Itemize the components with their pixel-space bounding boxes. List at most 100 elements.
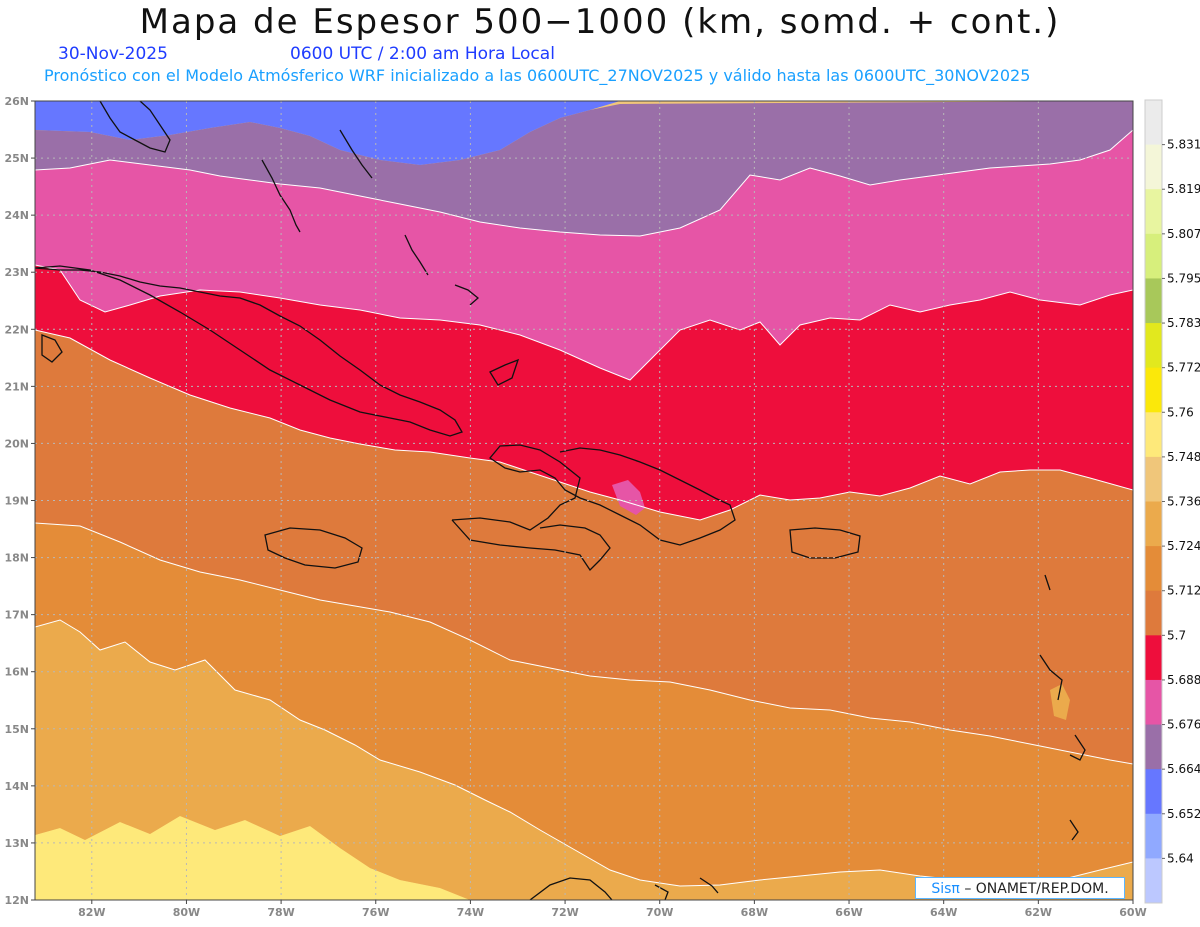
- lon-label: 66W: [835, 906, 862, 919]
- onamet-watermark: Sisπ – ONAMET/REP.DOM.: [915, 877, 1125, 899]
- puerto-rico-coast: [789, 527, 861, 559]
- lat-label: 24N: [4, 209, 29, 222]
- colorbar-swatch: [1145, 144, 1162, 190]
- lon-label: 80W: [173, 906, 200, 919]
- band-5664: [35, 101, 620, 165]
- contour-lines: [35, 129, 1133, 889]
- colorbar-label: 5.783: [1167, 316, 1200, 330]
- colorbar-swatch: [1145, 367, 1162, 413]
- band-5676: [35, 101, 1133, 236]
- contour-fill-layer: [35, 101, 1133, 900]
- colorbar-swatch: [1145, 546, 1162, 592]
- colorbar-label: 5.724: [1167, 539, 1200, 553]
- colorbar-swatch: [1145, 278, 1162, 324]
- colorbar-swatch: [1145, 635, 1162, 681]
- forecast-info: Pronóstico con el Modelo Atmósferico WRF…: [44, 66, 1031, 85]
- lon-label: 68W: [741, 906, 768, 919]
- colorbar-label: 5.7: [1167, 628, 1186, 642]
- cuba-coast: [35, 265, 463, 437]
- lat-label: 20N: [4, 437, 29, 450]
- bahamas-3: [404, 234, 429, 276]
- colorbar-label: 5.807: [1167, 227, 1200, 241]
- colorbar-label: 5.664: [1167, 762, 1200, 776]
- colorbar-swatch: [1145, 813, 1162, 859]
- bahamas-2: [339, 129, 373, 179]
- colorbar-label: 5.748: [1167, 450, 1200, 464]
- hispaniola-coast: [451, 444, 736, 546]
- lat-labels-group: 26N 25N 24N 23N 22N 21N 20N 19N 18N 17N 16N 15N 14N 1…: [4, 95, 29, 907]
- lat-label: 19N: [4, 495, 29, 508]
- lesser-antilles-2: [1039, 654, 1063, 701]
- gridlines: [35, 100, 1134, 901]
- lat-label: 21N: [4, 380, 29, 393]
- colorbar-label: 5.688: [1167, 673, 1200, 687]
- colorbar-swatch: [1145, 679, 1162, 726]
- colorbar-label: 5.819: [1167, 182, 1200, 196]
- lon-labels-group: 82W 80W 78W 76W 74W 72W 70W 68W 66W 64W 62W 60W: [78, 906, 1147, 919]
- coastlines: [35, 101, 1086, 900]
- frame: [31, 100, 1134, 904]
- lon-label: 76W: [362, 906, 389, 919]
- bahamas-1: [261, 159, 301, 233]
- lat-label: 18N: [4, 552, 29, 565]
- lon-label: 62W: [1025, 906, 1052, 919]
- lesser-antilles-1: [1044, 574, 1051, 591]
- colorbar-label: 5.736: [1167, 495, 1200, 509]
- band-5700: [35, 265, 1133, 520]
- colorbar-label: 5.831: [1167, 138, 1200, 152]
- isla-juventud: [41, 334, 63, 363]
- florida-coast: [99, 101, 171, 153]
- colorbar-label: 5.772: [1167, 361, 1200, 375]
- lon-label: 78W: [267, 906, 294, 919]
- colorbar-swatch: [1145, 769, 1162, 815]
- lon-label: 74W: [457, 906, 484, 919]
- colorbar-label: 5.795: [1167, 271, 1200, 285]
- lon-label: 82W: [78, 906, 105, 919]
- valid-date: 30-Nov-2025: [58, 44, 168, 64]
- lesser-antilles-3: [1069, 734, 1086, 761]
- colorbar-swatch: [1145, 412, 1162, 458]
- lon-label: 60W: [1119, 906, 1146, 919]
- valid-time: 0600 UTC / 2:00 am Hora Local: [290, 44, 555, 64]
- band-5712: [35, 330, 1133, 764]
- lon-label: 72W: [551, 906, 578, 919]
- lat-label: 26N: [4, 95, 29, 108]
- colorbar-label: 5.652: [1167, 807, 1200, 821]
- lesser-antilles-4: [1069, 819, 1079, 841]
- colorbar-label: 5.76: [1167, 405, 1194, 419]
- colorbar-swatch: [1145, 456, 1162, 502]
- colorbar-label: 5.64: [1167, 851, 1194, 865]
- venezuela-coast: [529, 877, 613, 900]
- lat-label: 12N: [4, 894, 29, 907]
- lat-label: 17N: [4, 609, 29, 622]
- colorbar-swatch: [1145, 100, 1162, 146]
- lat-label: 22N: [4, 323, 29, 336]
- colorbar-swatch: [1145, 590, 1162, 636]
- band-5724: [35, 523, 1133, 888]
- lat-label: 14N: [4, 780, 29, 793]
- colorbar-swatch: [1145, 323, 1162, 369]
- band-5688: [35, 130, 1133, 380]
- lat-label: 16N: [4, 666, 29, 679]
- colorbar-swatch: [1145, 858, 1162, 904]
- colorbar-label: 5.712: [1167, 584, 1200, 598]
- curacao: [699, 877, 719, 894]
- lat-label: 23N: [4, 266, 29, 279]
- colorbar-label: 5.676: [1167, 718, 1200, 732]
- colorbar-swatch: [1145, 501, 1162, 547]
- sispi-logo: Sisπ: [931, 881, 960, 897]
- hispaniola-south: [451, 519, 611, 572]
- lat-label: 25N: [4, 152, 29, 165]
- lat-label: 13N: [4, 837, 29, 850]
- lon-label: 70W: [646, 906, 673, 919]
- colorbar-swatch: [1145, 189, 1162, 235]
- colorbar-swatch: [1145, 724, 1162, 770]
- turks: [489, 358, 520, 386]
- jamaica-coast: [264, 527, 363, 569]
- band-5688-hispaniola: [612, 480, 645, 515]
- map-title: Mapa de Espesor 500−1000 (km, somd. + co…: [139, 2, 1061, 42]
- band-5760: [35, 816, 470, 900]
- band-5736-islands: [1050, 684, 1070, 720]
- lat-label: 15N: [4, 723, 29, 736]
